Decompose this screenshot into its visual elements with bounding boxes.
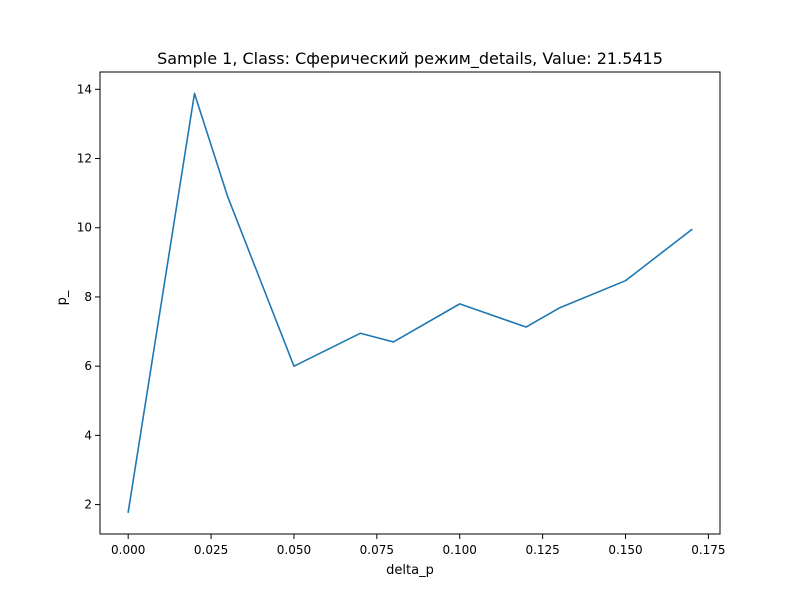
x-tick-label: 0.025 — [194, 543, 228, 557]
y-axis-title: p_ — [55, 290, 70, 305]
x-tick-label: 0.150 — [608, 543, 642, 557]
axes-frame — [99, 71, 721, 535]
y-tick-label: 4 — [84, 428, 92, 442]
y-tick-label: 12 — [77, 152, 92, 166]
y-tick-label: 14 — [77, 82, 92, 96]
x-tick-label: 0.000 — [111, 543, 145, 557]
chart-title: Sample 1, Class: Сферический режим_detai… — [157, 49, 663, 69]
x-tick-label: 0.050 — [277, 543, 311, 557]
plot-area: 0.000 0.025 0.050 0.075 0.100 0.125 0.150 0.175… — [77, 71, 726, 557]
x-tick-label: 0.100 — [443, 543, 477, 557]
series-line — [127, 92, 693, 514]
x-tick-label: 0.125 — [525, 543, 559, 557]
y-tick-label: 8 — [84, 290, 92, 304]
x-tick-label: 0.075 — [360, 543, 394, 557]
y-tick-label: 2 — [84, 498, 92, 512]
y-tick-label: 6 — [84, 359, 92, 373]
x-tick-label: 0.175 — [691, 543, 725, 557]
y-tick-label: 10 — [77, 221, 92, 235]
x-axis-title: delta_p — [386, 563, 434, 578]
